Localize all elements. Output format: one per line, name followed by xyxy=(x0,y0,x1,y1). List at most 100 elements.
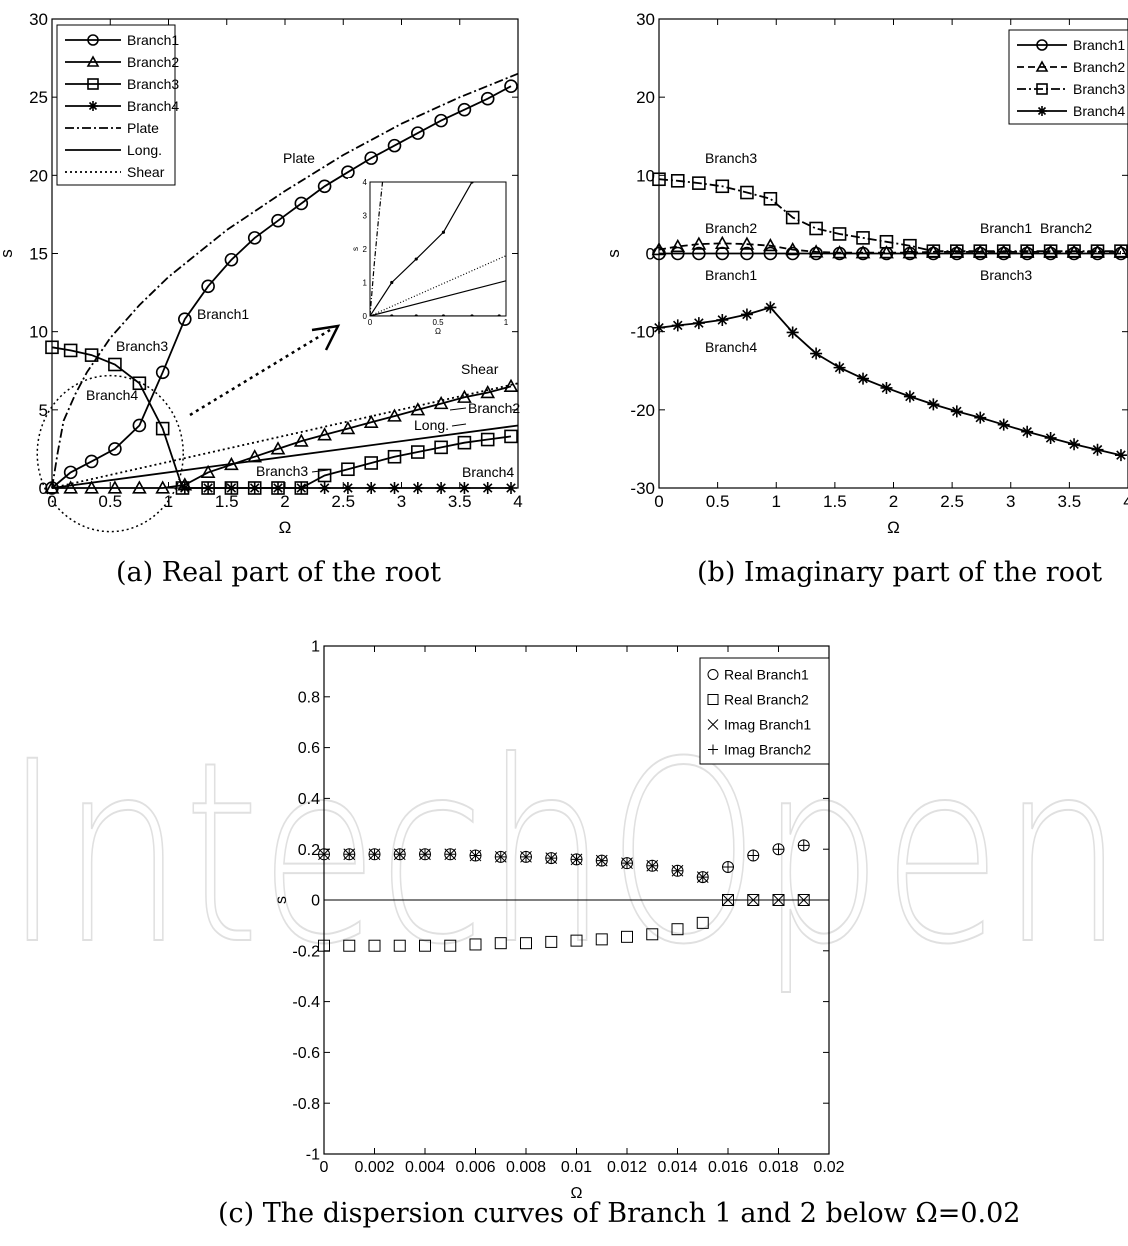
b-ytick-label: 30 xyxy=(636,10,655,29)
c-xtick-label: 0.014 xyxy=(657,1159,697,1176)
c-point xyxy=(343,848,355,860)
c-point xyxy=(470,850,481,862)
b-annotation: Branch1 xyxy=(980,220,1032,236)
c-series-real-branch2 xyxy=(318,894,810,952)
b-branch3-point xyxy=(652,172,666,187)
b-branch3-point xyxy=(670,174,685,188)
a-branch2-line xyxy=(52,385,512,489)
a-ytick-label: 0 xyxy=(39,479,48,498)
c-point xyxy=(545,935,558,948)
a-xtick-label: 3.5 xyxy=(448,492,472,511)
c-point xyxy=(772,894,785,906)
c-point xyxy=(571,853,582,865)
c-legend-marker xyxy=(707,669,719,680)
c-point xyxy=(722,894,734,906)
b-branch4-point xyxy=(764,301,777,314)
b-xtick-label: 0 xyxy=(654,492,663,511)
b-branch4-point xyxy=(671,319,684,332)
b-annotation: Branch3 xyxy=(705,150,757,166)
a-branch3-point xyxy=(434,440,448,455)
c-point xyxy=(368,939,381,952)
a-branch2-point xyxy=(293,433,309,447)
a-inset-point xyxy=(441,230,446,234)
a-branch3-point xyxy=(411,445,425,459)
a-inset-xtick-label: 0.5 xyxy=(432,318,444,327)
a-branch1-point xyxy=(317,179,332,194)
c-xtick-label: 0.018 xyxy=(758,1159,798,1176)
a-branch4-point xyxy=(505,482,518,494)
a-branch4-point xyxy=(341,482,354,494)
a-inset-line xyxy=(370,182,473,316)
b-branch3-point xyxy=(926,244,941,258)
a-branch1-point xyxy=(201,279,215,294)
c-point xyxy=(495,851,507,863)
b-annotation: Branch2 xyxy=(705,220,757,236)
a-inset-line xyxy=(370,255,506,316)
b-branch1-point xyxy=(763,246,778,261)
a-branch1-point xyxy=(457,102,472,117)
b-branch4-point xyxy=(903,390,916,403)
a-branch1-point xyxy=(132,418,147,433)
b-branch3-point xyxy=(740,185,754,200)
c-point xyxy=(570,934,583,947)
c-xtick-label: 0.012 xyxy=(607,1159,647,1176)
c-point xyxy=(469,938,482,951)
b-branch4-point xyxy=(716,313,729,326)
a-branch4-point xyxy=(435,482,448,494)
b-xtick-label: 2.5 xyxy=(940,492,964,511)
a-series-plate xyxy=(51,72,519,489)
b-branch2-line xyxy=(658,242,1121,254)
a-ytick-label: 10 xyxy=(29,323,48,342)
a-branch1-point xyxy=(178,312,192,326)
b-branch2-point xyxy=(763,238,778,252)
b-y-axis-label: s xyxy=(604,249,623,258)
b-xtick-label: 1.5 xyxy=(823,492,847,511)
b-legend-label: Branch4 xyxy=(1073,103,1125,119)
c-xtick-label: 0.016 xyxy=(708,1159,748,1176)
a-xtick-label: 1.5 xyxy=(215,492,239,511)
a-branch1-point xyxy=(387,138,402,153)
a-inset-plot xyxy=(370,182,506,316)
c-legend-marker xyxy=(708,744,718,755)
a-series-branch4 xyxy=(178,482,518,494)
b-ytick-label: -10 xyxy=(630,323,655,342)
a-plate-line xyxy=(51,72,519,489)
a-legend-label: Branch1 xyxy=(127,32,179,48)
a-branch1-point xyxy=(341,165,355,180)
c-point xyxy=(419,848,431,860)
a-branch2-point xyxy=(363,414,379,428)
b-ytick-label: 0 xyxy=(646,244,655,263)
a-branch2-point xyxy=(270,441,286,455)
c-point xyxy=(646,928,659,941)
b-legend-marker xyxy=(1036,39,1048,51)
c-point xyxy=(747,850,759,862)
b-branch3-point xyxy=(785,210,800,225)
b-annotation: Branch4 xyxy=(705,339,757,355)
c-point xyxy=(772,894,785,906)
c-xtick-label: 0.01 xyxy=(561,1159,592,1176)
a-branch1-point xyxy=(504,79,518,94)
a-series-branch1 xyxy=(45,79,518,495)
c-point xyxy=(444,848,456,860)
b-series-branch4 xyxy=(653,301,1127,462)
b-xtick-label: 0.5 xyxy=(706,492,730,511)
c-point xyxy=(773,843,784,855)
c-series-imag-branch1 xyxy=(318,848,810,906)
a-leader-long xyxy=(451,423,467,427)
a-branch2-point xyxy=(107,480,123,494)
a-branch2-point xyxy=(340,420,356,435)
b-branch3-point xyxy=(763,191,778,206)
a-inset-point xyxy=(390,280,394,285)
b-branch3-point xyxy=(996,244,1011,258)
a-xtick-label: 4 xyxy=(513,492,522,511)
c-legend-marker xyxy=(707,719,719,730)
a-branch2-point xyxy=(132,480,147,494)
b-branch1-point xyxy=(740,246,754,261)
c-point xyxy=(343,939,356,952)
a-branch1-point xyxy=(108,442,122,456)
a-branch4-point xyxy=(388,482,401,494)
a-branch1-point xyxy=(84,454,99,469)
a-inset-point xyxy=(497,314,501,316)
